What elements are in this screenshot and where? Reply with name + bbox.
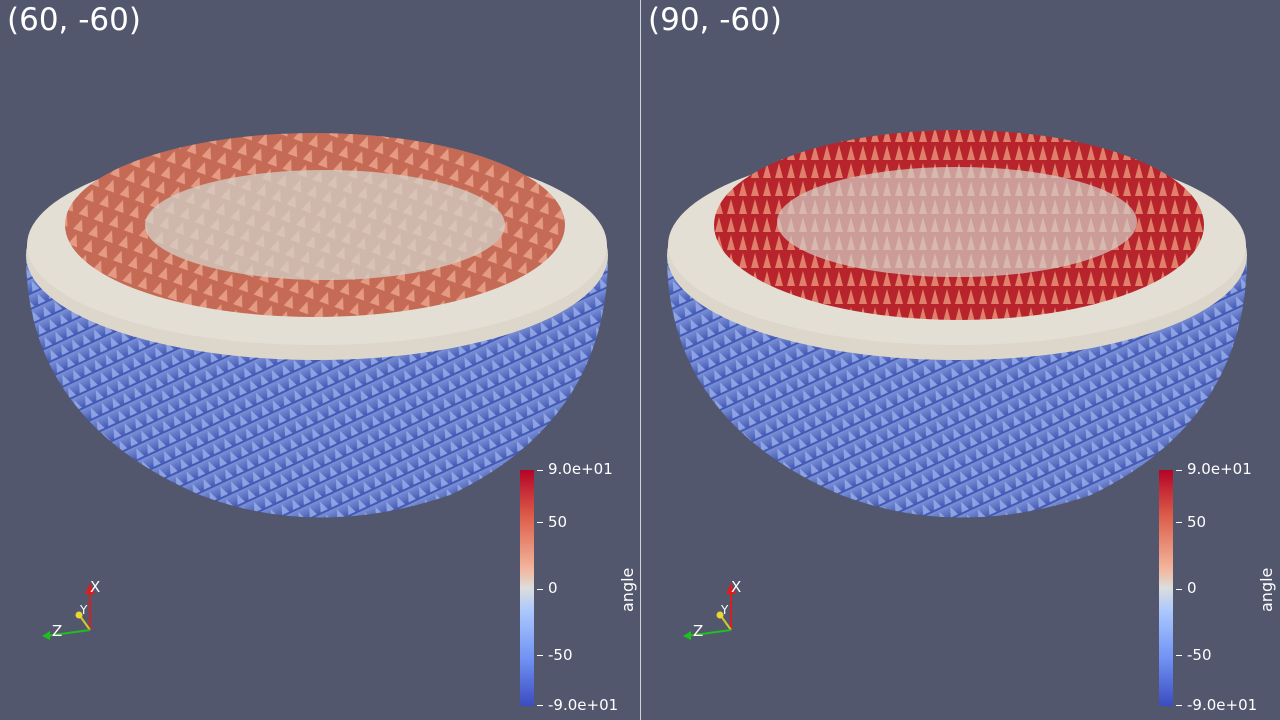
axis-z-label: Z [52, 622, 63, 640]
colorbar-tick-min: -9.0e+01 [548, 696, 619, 714]
orientation-axes [683, 583, 736, 640]
colorbar-tick-0: 0 [548, 579, 558, 597]
render-view-left[interactable]: (60, -60) X Y Z 9.0e+01 50 0 -50 -9.0e+0… [0, 0, 640, 720]
render-view-right[interactable]: (90, -60) X Y Z 9.0e+01 50 0 -50 -9.0e+0… [641, 0, 1280, 720]
colorbar-tick-50: 50 [548, 513, 568, 531]
axis-x-label: X [731, 578, 742, 596]
colorbar-tick-min: -9.0e+01 [1187, 696, 1258, 714]
colorbar-tick-max: 9.0e+01 [548, 460, 613, 478]
colorbar-tick-neg50: -50 [1187, 646, 1212, 664]
orientation-axes [42, 583, 95, 640]
axis-x-label: X [90, 578, 101, 596]
colorbar-tick-50: 50 [1187, 513, 1207, 531]
colorbar [1159, 470, 1173, 706]
hemisphere-render [26, 133, 608, 518]
axis-y-label: Y [80, 603, 88, 617]
colorbar-title: angle [1257, 567, 1276, 612]
colorbar-title: angle [618, 567, 637, 612]
colorbar-tick-neg50: -50 [548, 646, 573, 664]
colorbar [520, 470, 534, 706]
view-label: (90, -60) [648, 2, 782, 38]
colorbar-tick-max: 9.0e+01 [1187, 460, 1252, 478]
hemisphere-render [667, 130, 1247, 518]
view-label: (60, -60) [7, 2, 141, 38]
colorbar-tick-0: 0 [1187, 579, 1197, 597]
axis-z-label: Z [693, 622, 704, 640]
view-divider[interactable] [640, 0, 641, 720]
axis-y-label: Y [721, 603, 729, 617]
